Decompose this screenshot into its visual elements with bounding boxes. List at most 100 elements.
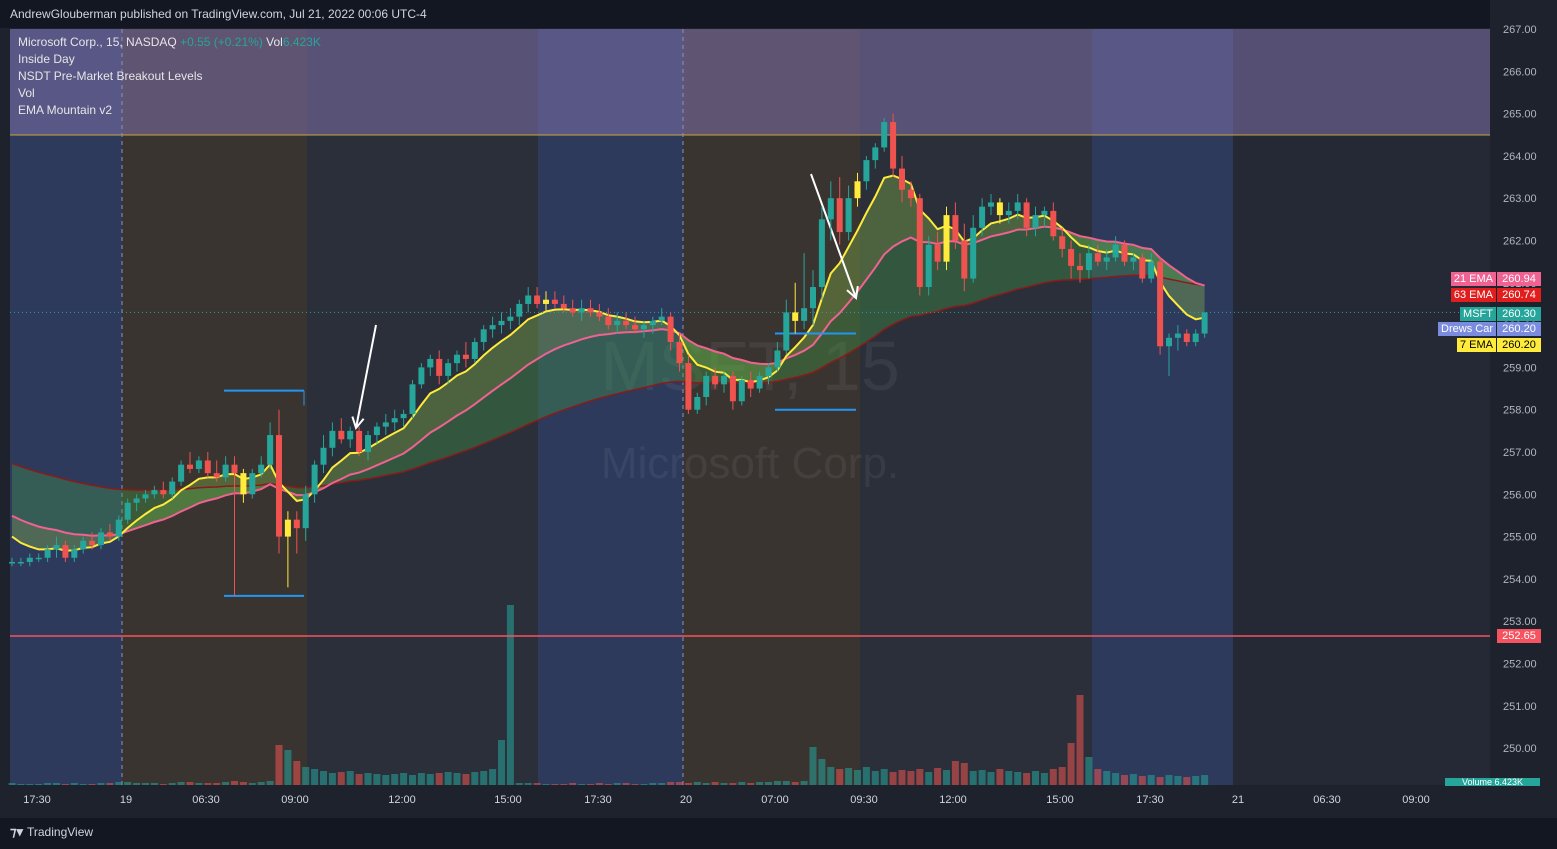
volume-bar (1192, 776, 1200, 785)
volume-bar (1156, 777, 1164, 785)
indicator-nsdt[interactable]: NSDT Pre-Market Breakout Levels (18, 69, 203, 83)
watermark-ticker: MSFT, 15 (600, 327, 900, 405)
candle-body (899, 168, 905, 190)
candle (569, 299, 576, 317)
volume-bar (44, 783, 52, 785)
candle (80, 536, 87, 554)
candle-body (578, 308, 585, 313)
candle-body (738, 380, 745, 402)
volume-bar (640, 784, 648, 785)
volume-bar (515, 783, 523, 785)
candle (952, 202, 959, 249)
session-bg (1233, 29, 1490, 785)
volume-bar (978, 770, 986, 785)
candle (204, 452, 211, 478)
volume-bar (1076, 695, 1084, 785)
price-axis-bg (1490, 0, 1557, 818)
candle (640, 320, 647, 338)
price-tick-label: 263.00 (1503, 193, 1537, 205)
volume-bar (168, 783, 176, 785)
candle-body (169, 481, 176, 495)
candle (195, 456, 202, 474)
volume-bar (782, 781, 790, 785)
volume-bar (747, 783, 755, 785)
candle (213, 460, 220, 482)
candle (222, 456, 229, 482)
time-axis: 17:30 19 06:30 09:00 12:00 15:00 17:30 20 07:00 0… (0, 785, 1557, 818)
candle (382, 413, 389, 436)
candle (1085, 244, 1092, 279)
candle (801, 253, 808, 330)
time-tick-label: 12:00 (388, 794, 416, 806)
candle (62, 540, 69, 562)
candle-body (1077, 265, 1083, 271)
volume-bar (800, 781, 808, 785)
candle (827, 181, 834, 241)
volume-bar (133, 783, 141, 785)
candle-body (187, 464, 193, 469)
time-tick-label: 12:00 (939, 794, 967, 806)
candle (160, 481, 167, 499)
candle (293, 511, 300, 554)
candle-body (1103, 257, 1110, 262)
candle-body (614, 320, 621, 326)
volume-bar (150, 783, 158, 785)
price-tick-label: 253.00 (1503, 616, 1537, 628)
candle-body (106, 532, 113, 537)
candle (1023, 198, 1030, 237)
candle-body (124, 502, 131, 520)
volume-bar (293, 761, 301, 785)
volume-bar (667, 782, 675, 785)
volume-bar (1058, 767, 1066, 785)
volume-bar (854, 770, 861, 785)
candle (178, 460, 185, 486)
volume-bar (248, 783, 256, 785)
volume-bar (1183, 777, 1191, 785)
symbol-title[interactable]: Microsoft Corp., 15, NASDAQ (18, 35, 177, 49)
candle-body (347, 430, 354, 440)
candle (632, 316, 638, 334)
candle (1192, 329, 1199, 347)
brand[interactable]: ⁊▾ TradingView (10, 824, 93, 840)
candle (712, 367, 719, 389)
candle-body (427, 358, 434, 368)
volume-bar (328, 773, 336, 785)
candle (391, 409, 398, 431)
time-tick-label: 17:30 (23, 794, 51, 806)
candle (418, 363, 425, 389)
price-tick-label: 265.00 (1503, 109, 1537, 121)
candle-body (1192, 333, 1199, 343)
price-tick-label: 262.00 (1503, 236, 1537, 248)
candle (1130, 253, 1137, 271)
candle (623, 312, 630, 330)
price-tick-label: 258.00 (1503, 405, 1537, 417)
indicator-inside-day[interactable]: Inside Day (18, 52, 75, 66)
candle (115, 515, 122, 541)
volume-bar (400, 773, 408, 785)
candle (98, 528, 104, 550)
candle-body (44, 549, 51, 558)
volume-bar (364, 773, 372, 785)
volume-bar (773, 781, 781, 785)
candle (436, 350, 443, 385)
candle-body (1068, 248, 1075, 266)
price-tick-label: 251.00 (1503, 701, 1537, 713)
candle (454, 350, 460, 372)
candle-body (17, 561, 24, 564)
volume-bar (97, 783, 105, 785)
volume-bar (631, 784, 639, 785)
volume-bar (275, 745, 283, 785)
volume-bar (898, 770, 906, 785)
volume-bar (346, 771, 354, 785)
volume-bar (738, 782, 746, 785)
time-tick-label: 06:30 (1313, 794, 1341, 806)
volume-bar (159, 784, 167, 785)
volume-bar (213, 783, 221, 785)
candle-body (89, 540, 96, 546)
volume-bar (711, 782, 719, 785)
volume-bar (925, 772, 933, 785)
indicator-ema-mountain[interactable]: EMA Mountain v2 (18, 103, 113, 117)
volume-bar (204, 783, 212, 785)
indicator-vol[interactable]: Vol (18, 86, 35, 100)
